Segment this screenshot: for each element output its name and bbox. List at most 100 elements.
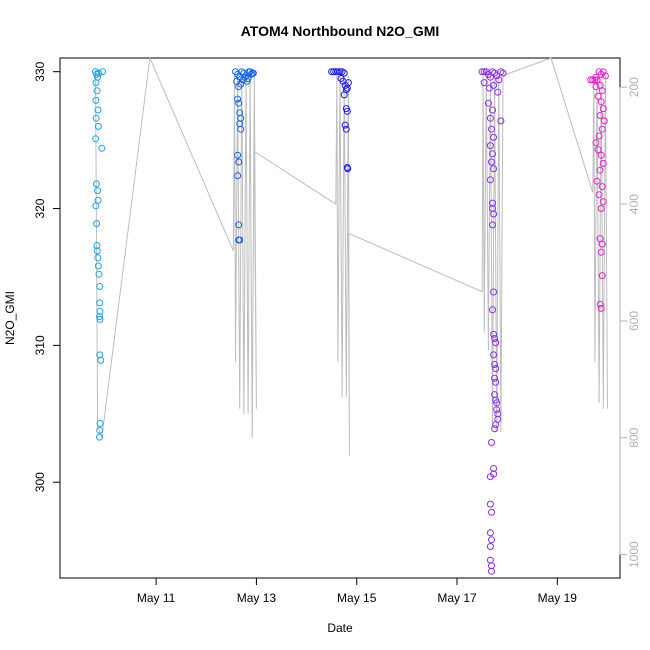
data-point (600, 117, 608, 125)
pressure-profile-line (95, 56, 608, 456)
data-point (596, 166, 604, 174)
data-point (598, 87, 606, 95)
data-point (493, 399, 501, 407)
data-point (92, 135, 100, 143)
data-point (595, 191, 603, 199)
data-point (96, 426, 104, 434)
data-point (98, 144, 106, 152)
y-tick-label: 310 (33, 335, 47, 355)
data-points (92, 68, 609, 575)
data-point (489, 150, 496, 158)
data-point (92, 114, 100, 122)
data-point (93, 247, 101, 255)
data-point (601, 72, 609, 80)
data-point (491, 335, 499, 342)
data-point (96, 433, 103, 441)
data-point (597, 248, 605, 256)
data-point (596, 112, 604, 119)
data-point (597, 98, 605, 106)
data-point (486, 556, 494, 564)
data-point (340, 69, 348, 77)
data-point (492, 365, 500, 373)
data-point (597, 151, 605, 159)
data-point (488, 567, 495, 575)
data-point (490, 81, 498, 89)
data-point (486, 473, 494, 481)
y-tick-label: 300 (33, 472, 47, 492)
data-point (597, 205, 605, 212)
data-point (237, 80, 245, 88)
data-point (96, 307, 104, 315)
data-point (490, 133, 498, 141)
data-point (486, 529, 494, 537)
pressure-profiles (95, 56, 608, 456)
data-point (235, 158, 243, 166)
x-tick-label: May 17 (437, 591, 477, 605)
data-point (92, 180, 100, 188)
data-point (598, 125, 606, 133)
data-point (491, 361, 499, 368)
data-point (497, 117, 505, 125)
data-point (93, 87, 101, 95)
y2-tick-label: 400 (627, 194, 641, 214)
data-point (237, 114, 245, 122)
data-point (95, 270, 103, 278)
data-point (486, 176, 494, 184)
data-point (490, 330, 498, 338)
chart-title: ATOM4 Northbound N2O_GMI (241, 23, 440, 39)
data-point (237, 125, 245, 133)
data-point (488, 536, 495, 544)
data-point (480, 79, 488, 87)
y2-tick-label: 1000 (627, 541, 641, 568)
y-axis: 300 310 320 330 (33, 61, 61, 492)
data-point (492, 378, 500, 386)
data-point (99, 68, 106, 76)
data-point (592, 139, 600, 147)
x-tick-label: May 13 (237, 591, 277, 605)
data-point (92, 202, 100, 210)
data-point (340, 91, 348, 99)
data-point (341, 121, 349, 129)
data-point (594, 92, 602, 100)
data-point (234, 172, 242, 180)
data-point (597, 304, 605, 312)
x-tick-label: May 11 (137, 591, 176, 605)
data-point (94, 187, 102, 195)
data-point (94, 262, 102, 270)
y-tick-label: 320 (33, 198, 47, 218)
y-axis-label: N2O_GMI (3, 291, 17, 345)
data-point (599, 198, 607, 206)
data-point (486, 114, 494, 122)
data-point (92, 96, 100, 104)
data-point (94, 254, 102, 262)
data-point (492, 339, 500, 347)
data-point (94, 122, 102, 130)
data-point (234, 95, 242, 103)
data-point (234, 151, 242, 159)
data-point (342, 125, 350, 133)
y2-tick-label: 800 (627, 427, 641, 447)
y2-tick-label: 600 (627, 311, 641, 331)
data-point (344, 79, 352, 87)
data-point (486, 142, 494, 150)
data-point (491, 425, 499, 433)
data-point (249, 69, 257, 77)
x-axis-label: Date (327, 621, 353, 635)
data-point (594, 146, 602, 154)
data-point (490, 288, 498, 296)
data-point (96, 313, 103, 321)
x-tick-label: May 19 (538, 591, 578, 605)
y2-axis: 200 400 600 800 1000 (619, 77, 641, 568)
data-point (488, 508, 495, 516)
data-point (97, 356, 105, 364)
data-point (488, 125, 495, 133)
data-point (598, 183, 606, 191)
data-point (236, 236, 244, 244)
data-point (488, 439, 495, 446)
data-point (486, 500, 494, 508)
data-point (486, 543, 494, 550)
data-point (493, 406, 501, 414)
data-point (344, 165, 352, 173)
